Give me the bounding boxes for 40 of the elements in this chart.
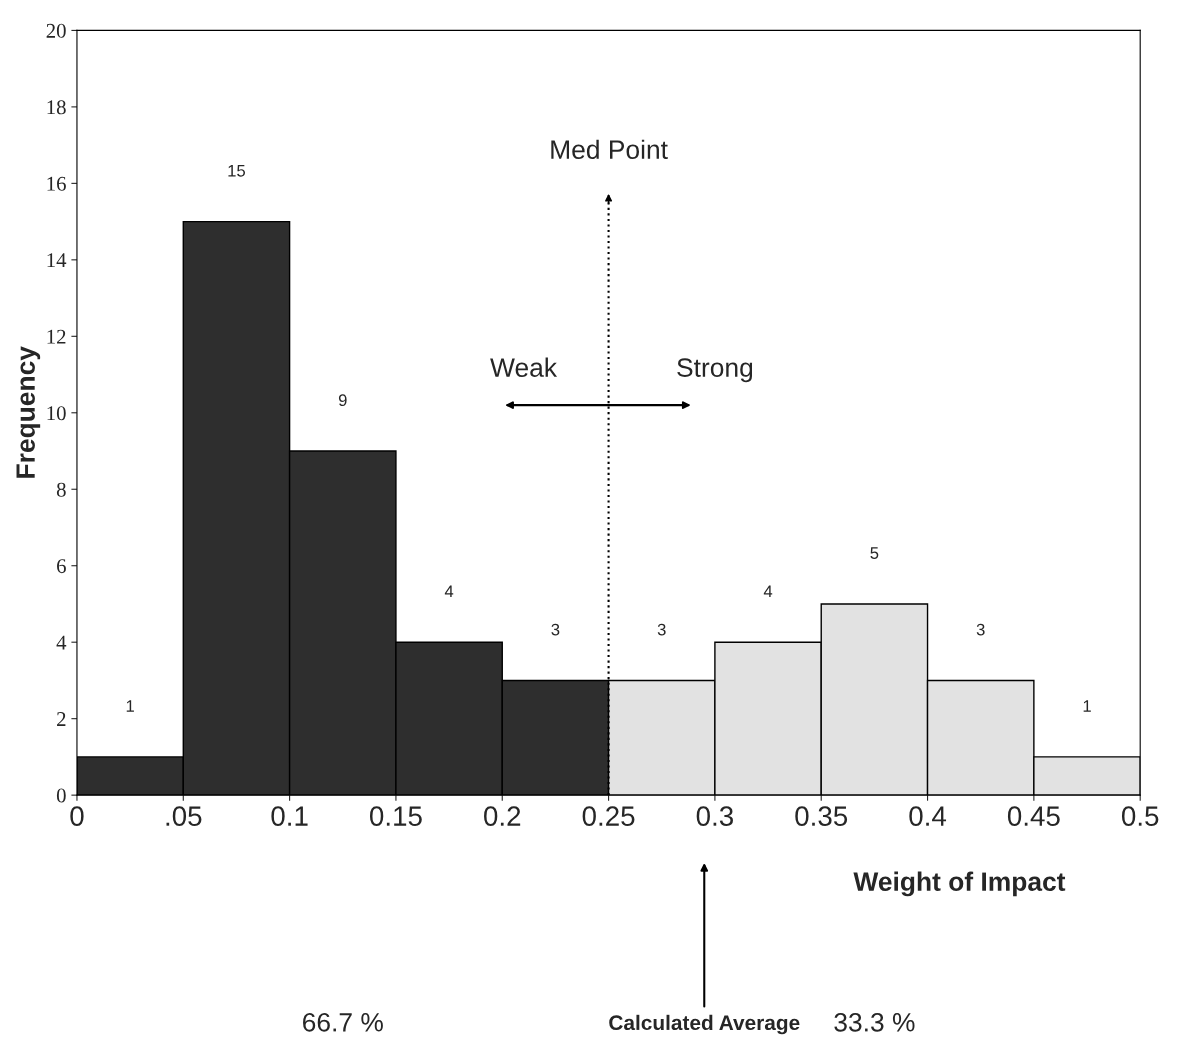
- data-label: 4: [444, 585, 454, 598]
- data-label: 4: [763, 585, 773, 598]
- x-tick-label: 0.45: [1007, 806, 1060, 826]
- x-tick-label: 0.1: [271, 806, 308, 826]
- annotation: Strong: [677, 358, 753, 383]
- text: 66.7 %: [303, 1012, 383, 1032]
- x-tick-label: 0.25: [582, 806, 635, 826]
- annotation: Weak: [490, 357, 558, 377]
- data-label: 1: [126, 700, 134, 712]
- x-tick-label: 0: [70, 806, 84, 826]
- y-axis-title: Frequency: [16, 346, 41, 478]
- data-label: 5: [870, 547, 879, 559]
- y-tick-label: 14: [47, 253, 67, 268]
- data-label: 3: [657, 623, 666, 636]
- data-label: 3: [976, 623, 985, 636]
- x-tick-label: .05: [166, 806, 202, 826]
- data-label: 3: [551, 623, 560, 636]
- data-label: 9: [338, 394, 347, 407]
- text: Calculated Average: [609, 1014, 800, 1035]
- y-tick-label: 10: [47, 406, 66, 421]
- data-label: 1: [1083, 700, 1091, 712]
- y-tick-label: 16: [47, 176, 66, 191]
- x-axis-title: Weight of Impact: [853, 871, 1066, 897]
- text: 33.3 %: [834, 1012, 915, 1032]
- x-tick-label: 0.5: [1121, 806, 1159, 826]
- y-tick-label: 8: [56, 482, 66, 497]
- y-tick-label: 18: [47, 100, 66, 115]
- y-tick-label: 12: [47, 329, 66, 344]
- data-label: 15: [228, 165, 246, 177]
- y-tick-label: 20: [46, 23, 66, 38]
- x-tick-label: 0.15: [369, 806, 422, 826]
- y-tick-label: 2: [57, 712, 66, 726]
- x-tick-label: 0.3: [696, 806, 733, 826]
- y-tick-label: 6: [57, 559, 66, 574]
- ref-line-label: Med Point: [551, 139, 668, 160]
- x-tick-label: 0.4: [909, 806, 947, 826]
- y-tick-label: 4: [56, 635, 67, 650]
- y-tick-label: 0: [56, 788, 66, 803]
- x-tick-label: 0.2: [484, 806, 521, 826]
- x-tick-label: 0.35: [795, 806, 848, 826]
